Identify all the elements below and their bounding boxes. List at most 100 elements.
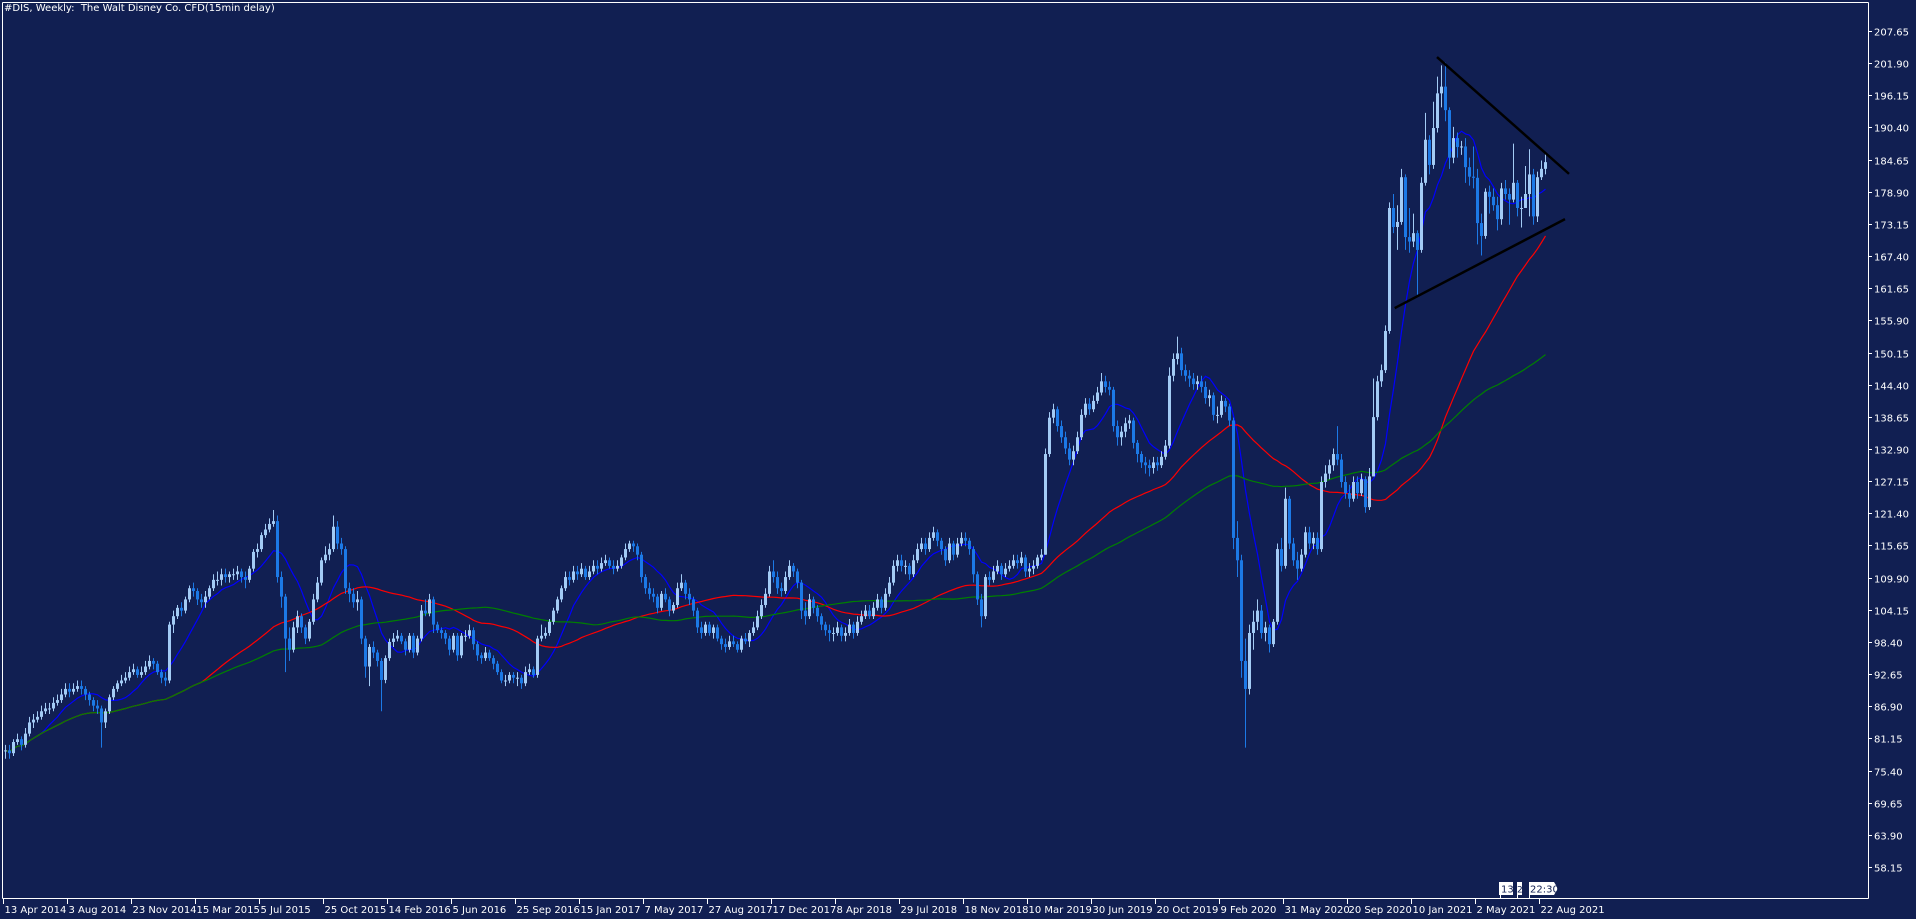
bull-candle — [248, 565, 251, 583]
bear-candle — [92, 697, 95, 712]
bear-candle — [1508, 188, 1511, 225]
candle-body — [836, 627, 839, 633]
bear-candle — [1244, 638, 1247, 748]
time-tags: 13: 2 22:30 — [1499, 882, 1559, 898]
bull-candle — [1284, 487, 1287, 569]
candle-body — [1520, 207, 1523, 209]
bear-candle — [608, 557, 611, 569]
candle-body — [1224, 400, 1227, 407]
bear-candle — [1140, 451, 1143, 469]
candle-body — [736, 644, 739, 650]
candle-body — [1236, 537, 1239, 561]
bull-candle — [548, 618, 551, 636]
date-tick-label: 9 Feb 2020 — [1221, 905, 1277, 916]
bear-candle — [80, 680, 83, 695]
candle-body — [1360, 479, 1363, 494]
bull-candle — [464, 630, 467, 642]
candle-body — [32, 719, 35, 723]
candle-body — [668, 599, 671, 611]
candle-body — [420, 610, 423, 639]
bear-candle — [276, 515, 279, 583]
bull-candle — [1176, 336, 1179, 365]
candle-body — [4, 750, 7, 752]
bull-candle — [860, 610, 863, 625]
candle-body — [1480, 223, 1483, 236]
bear-candle — [1492, 188, 1495, 211]
candle-body — [172, 616, 175, 625]
bull-candle — [1388, 202, 1391, 334]
bull-candle — [932, 526, 935, 541]
trendline[interactable] — [1394, 218, 1566, 310]
candle-body — [1240, 560, 1243, 661]
candle-body — [108, 697, 111, 712]
candle-body — [956, 543, 959, 555]
bull-candle — [956, 537, 959, 558]
candle-body — [232, 574, 235, 576]
candle-body — [1216, 414, 1219, 416]
trendline[interactable] — [1436, 56, 1570, 175]
bear-candle — [304, 624, 307, 645]
bull-candle — [756, 610, 759, 631]
bear-candle — [1224, 398, 1227, 413]
candle-body — [1204, 386, 1207, 399]
bull-candle — [176, 605, 179, 619]
candle-body — [12, 742, 15, 754]
candle-body — [356, 599, 359, 603]
bull-candle — [52, 697, 55, 712]
candle-body — [1308, 532, 1311, 544]
candle-body — [1128, 420, 1131, 424]
candle-body — [1476, 177, 1479, 224]
bull-candle — [1052, 403, 1055, 424]
candle-body — [1052, 409, 1055, 418]
candle-body — [880, 599, 883, 608]
price-tick-label: 138.65 — [1874, 414, 1909, 425]
date-tick-label: 10 Mar 2019 — [1029, 905, 1092, 916]
bear-candle — [1228, 403, 1231, 427]
bear-candle — [480, 652, 483, 664]
date-tick-label: 23 Nov 2014 — [133, 905, 197, 916]
time-axis[interactable]: 13 Apr 2014 3 Aug 2014 23 Nov 2014 15 Mar 2… — [3, 898, 1605, 916]
price-tick-label: 86.90 — [1874, 703, 1903, 714]
trendlines[interactable] — [1394, 56, 1570, 310]
candle-body — [744, 638, 747, 642]
bear-candle — [340, 537, 343, 555]
date-tick-label: 30 Jun 2019 — [1093, 905, 1153, 916]
bear-candle — [352, 588, 355, 608]
candle-body — [428, 599, 431, 614]
candle-body — [332, 526, 335, 550]
candle-body — [72, 688, 75, 692]
bear-candle — [1480, 213, 1483, 256]
candle-body — [28, 722, 31, 734]
candle-body — [344, 549, 347, 589]
candle-body — [208, 588, 211, 597]
candle-body — [96, 705, 99, 709]
candle-body — [136, 669, 139, 675]
bull-candle — [72, 683, 75, 695]
price-axis[interactable]: 207.65 201.90 196.15 190.40 184.65 178.90 173.… — [1868, 28, 1909, 875]
candle-body — [776, 577, 779, 589]
candle-body — [1252, 621, 1255, 633]
candle-body — [300, 616, 303, 628]
candle-body — [452, 635, 455, 650]
candle-body — [308, 621, 311, 639]
price-tick-label: 92.65 — [1874, 671, 1903, 682]
candle-body — [1408, 237, 1411, 242]
bull-candle — [316, 577, 319, 603]
candle-body — [592, 565, 595, 572]
candle-body — [140, 672, 143, 675]
candle-body — [1184, 370, 1187, 376]
candle-body — [200, 599, 203, 603]
candle-body — [228, 574, 231, 578]
candle-body — [148, 660, 151, 667]
bear-candle — [1104, 375, 1107, 393]
price-tick-label: 173.15 — [1874, 221, 1909, 232]
bear-candle — [772, 560, 775, 583]
bull-candle — [544, 627, 547, 639]
candle-body — [432, 599, 435, 625]
moving-average-line — [5, 354, 1546, 753]
candle-body — [608, 560, 611, 566]
candles — [4, 62, 1547, 759]
bear-candle — [1268, 624, 1271, 653]
candle-body — [664, 593, 667, 600]
